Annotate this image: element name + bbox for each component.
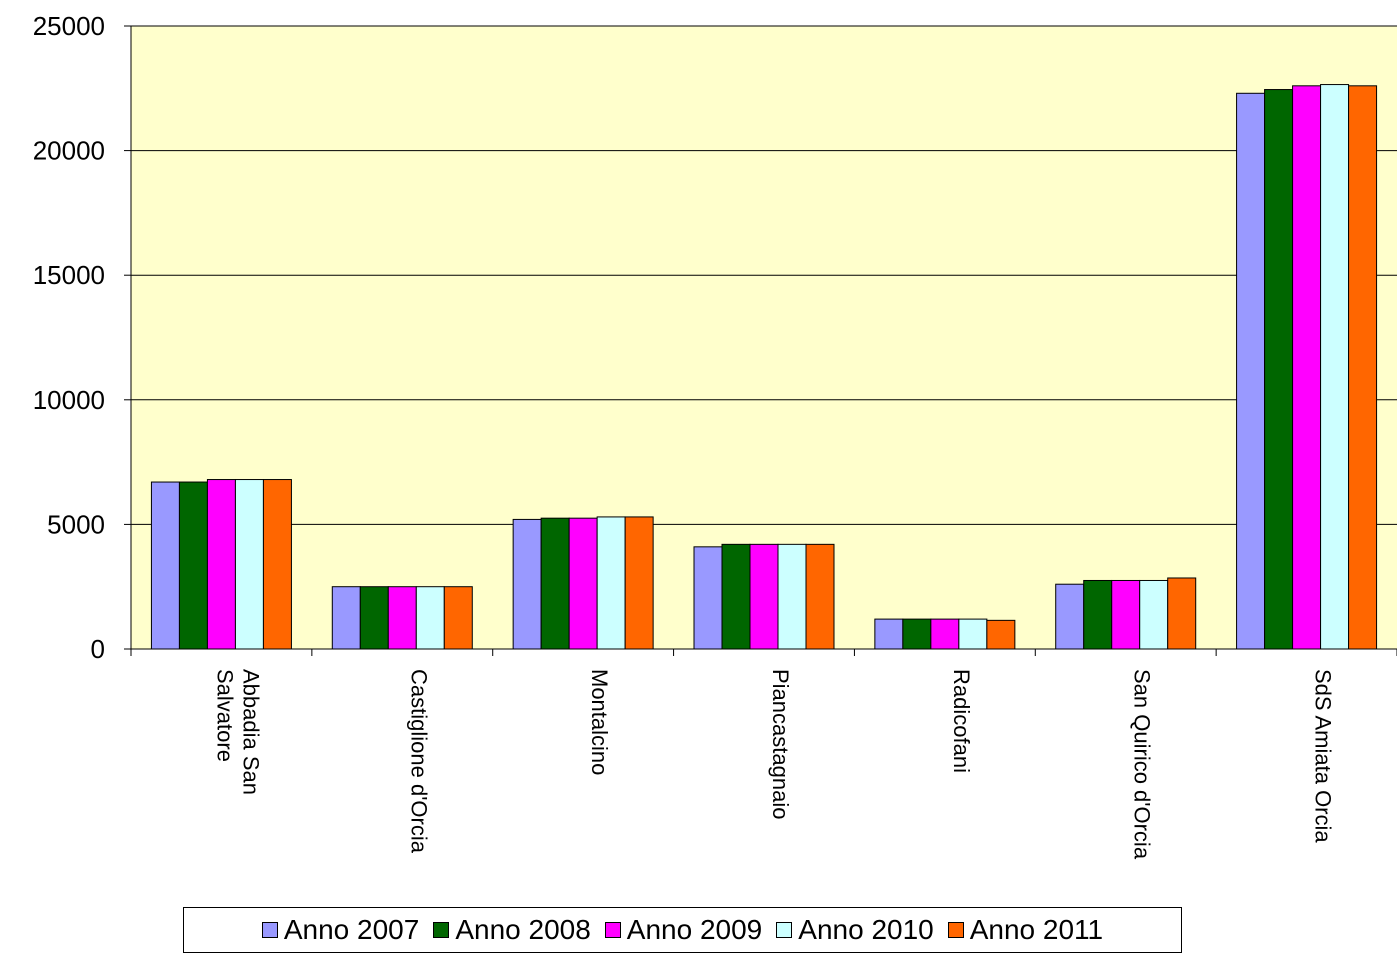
y-tick-label: 5000 <box>47 509 105 539</box>
legend-label: Anno 2007 <box>283 914 420 945</box>
x-tick-label-line: San Quirico d'Orcia <box>1130 669 1155 860</box>
bar-anno-2010-5 <box>1139 579 1169 650</box>
legend-item: Anno 2008 <box>433 914 591 945</box>
x-tick-label: Castiglione d'Orcia <box>406 669 431 854</box>
bar-anno-2007-4 <box>874 618 904 650</box>
chart-legend: Anno 2007 Anno 2008 Anno 2009 Anno 2010 Anno… <box>183 907 1182 953</box>
bar-anno-2007-2 <box>512 518 542 650</box>
y-tick-label: 20000 <box>33 136 105 166</box>
legend-label: Anno 2010 <box>798 914 934 945</box>
x-tick-label: Montalcino <box>587 669 612 775</box>
legend-label: Anno 2011 <box>969 914 1104 945</box>
bar-anno-2008-1 <box>359 586 389 650</box>
legend-label: Anno 2009 <box>626 914 763 945</box>
x-tick-label-line: Piancastagnaio <box>768 669 793 819</box>
bar-anno-2007-3 <box>693 546 723 650</box>
bar-anno-2009-3 <box>749 543 779 650</box>
bar-anno-2011-4 <box>986 619 1016 650</box>
y-tick-label: 15000 <box>33 260 105 290</box>
x-tick-label: Piancastagnaio <box>768 669 793 819</box>
x-tick-label: San Quirico d'Orcia <box>1130 669 1155 860</box>
bar-anno-2010-1 <box>415 586 445 650</box>
x-tick-label-line: Montalcino <box>587 669 612 775</box>
bar-anno-2011-0 <box>262 479 292 650</box>
bar-anno-2009-5 <box>1111 579 1141 650</box>
bar-anno-2011-6 <box>1348 85 1378 650</box>
legend-item: Anno 2011 <box>947 914 1104 945</box>
y-tick-label: 25000 <box>33 11 105 41</box>
legend-swatch <box>261 922 278 938</box>
bar-anno-2010-0 <box>234 479 264 650</box>
bar-anno-2011-2 <box>624 516 654 650</box>
bar-anno-2007-0 <box>150 481 180 650</box>
bar-anno-2008-5 <box>1083 579 1113 650</box>
bar-anno-2010-3 <box>777 543 807 650</box>
bar-anno-2008-0 <box>178 481 208 650</box>
x-tick-label-line: Salvatore <box>212 669 237 762</box>
legend-swatch <box>947 922 964 938</box>
legend-item: Anno 2007 <box>261 914 420 945</box>
bar-anno-2007-6 <box>1236 92 1266 650</box>
bar-anno-2009-0 <box>206 479 236 650</box>
bar-anno-2009-1 <box>387 586 417 650</box>
legend-swatch <box>433 922 450 938</box>
x-tick-label-line: Radicofani <box>949 669 974 773</box>
legend-item: Anno 2009 <box>604 914 763 945</box>
bar-anno-2008-3 <box>721 543 751 650</box>
bar-anno-2009-4 <box>930 618 960 650</box>
bar-anno-2008-2 <box>540 517 570 650</box>
x-tick-label: Radicofani <box>949 669 974 773</box>
bar-anno-2010-6 <box>1320 84 1350 650</box>
y-tick-label: 0 <box>91 634 105 664</box>
legend-swatch <box>776 922 793 938</box>
x-tick-label: Abbadia SanSalvatore <box>212 669 263 795</box>
x-tick-label: SdS Amiata Orcia <box>1311 669 1336 843</box>
bar-anno-2010-4 <box>958 618 988 650</box>
x-tick-label-line: Abbadia San <box>238 669 263 795</box>
bar-anno-2009-6 <box>1292 85 1322 650</box>
x-tick-label-line: SdS Amiata Orcia <box>1311 669 1336 843</box>
bar-anno-2007-1 <box>331 586 361 650</box>
bar-anno-2008-6 <box>1264 89 1294 650</box>
legend-label: Anno 2008 <box>455 914 591 945</box>
x-tick-label-line: Castiglione d'Orcia <box>406 669 431 854</box>
bar-anno-2009-2 <box>568 517 598 650</box>
bar-anno-2008-4 <box>902 618 932 650</box>
legend-swatch <box>604 922 621 938</box>
y-tick-label: 10000 <box>33 385 105 415</box>
bar-anno-2011-5 <box>1167 577 1197 650</box>
bar-anno-2011-3 <box>805 543 835 650</box>
bar-anno-2011-1 <box>443 586 473 650</box>
legend-item: Anno 2010 <box>776 914 934 945</box>
bar-anno-2007-5 <box>1055 583 1085 650</box>
bar-anno-2010-2 <box>596 516 626 650</box>
